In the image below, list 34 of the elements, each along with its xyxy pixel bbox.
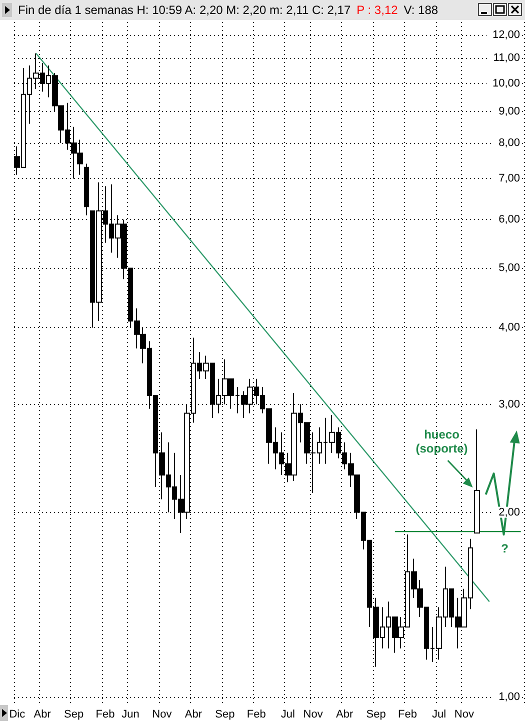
x-tick-label: Nov bbox=[303, 708, 324, 720]
y-tick-label: 6,00 bbox=[498, 214, 520, 226]
x-tick-label: Feb bbox=[246, 708, 266, 720]
y-tick-label: 9,00 bbox=[498, 106, 520, 118]
y-tick-label: 10,00 bbox=[492, 78, 520, 90]
y-tick-label: 1,00 bbox=[498, 690, 520, 703]
x-tick-label: Abr bbox=[336, 708, 354, 720]
y-tick-label: 4,00 bbox=[498, 322, 520, 334]
x-tick-label: Feb bbox=[398, 708, 418, 720]
x-tick-label: Feb bbox=[96, 708, 115, 720]
candlestick bbox=[474, 428, 480, 534]
y-tick-label: 12,00 bbox=[492, 28, 520, 41]
x-tick-label: Abr bbox=[184, 708, 202, 720]
x-tick-label: Jul bbox=[280, 708, 295, 720]
x-tick-label: Dic bbox=[9, 708, 26, 720]
y-tick-label: 7,00 bbox=[498, 172, 520, 185]
annotation: ? bbox=[501, 542, 508, 556]
annotation: hueco (soporte) bbox=[416, 428, 468, 456]
x-tick-label: Nov bbox=[152, 708, 172, 720]
x-tick-label: Nov bbox=[454, 708, 474, 720]
y-tick-label: 11,00 bbox=[493, 52, 520, 64]
x-tick-label: Sep bbox=[366, 708, 386, 720]
x-tick-label: Jun bbox=[122, 708, 140, 720]
y-tick-label: 3,00 bbox=[498, 398, 520, 410]
x-tick-label: Abr bbox=[34, 708, 52, 720]
y-tick-label: 2,00 bbox=[498, 506, 520, 518]
y-tick-label: 5,00 bbox=[498, 262, 520, 274]
x-tick-label: Sep bbox=[64, 708, 84, 720]
text: P : 3,12 bbox=[356, 3, 398, 17]
text: V: 188 bbox=[404, 3, 438, 17]
x-tick-label: Jul bbox=[432, 708, 446, 720]
x-tick-label: Sep bbox=[215, 708, 235, 720]
y-tick-label: 8,00 bbox=[498, 136, 520, 149]
chart-title: Fin de día 1 semanas H: 10:59 A: 2,20 M: 2,20 m: 2,11 C: 2,17 bbox=[18, 3, 351, 17]
